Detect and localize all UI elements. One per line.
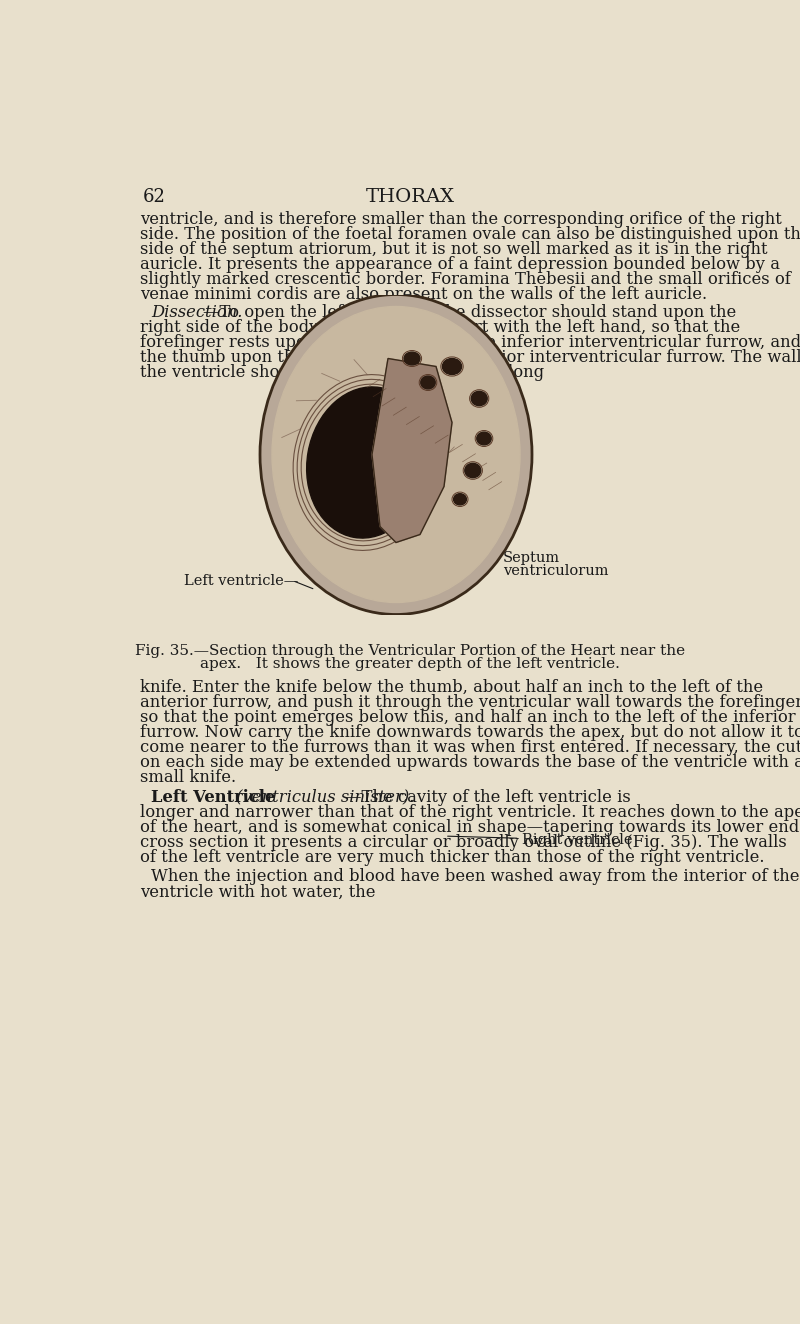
Ellipse shape xyxy=(442,359,462,375)
Text: right side of the body and grasp the heart with the left hand, so that the: right side of the body and grasp the hea… xyxy=(140,319,741,336)
Text: Fig. 35.—Section through the Ventricular Portion of the Heart near the: Fig. 35.—Section through the Ventricular… xyxy=(135,643,685,658)
Text: auricle. It presents the appearance of a faint depression bounded below by a: auricle. It presents the appearance of a… xyxy=(140,257,780,273)
Text: When the injection and blood have been washed away from the interior of the left: When the injection and blood have been w… xyxy=(151,869,800,886)
Text: furrow. Now carry the knife downwards towards the apex, but do not allow it to: furrow. Now carry the knife downwards to… xyxy=(140,724,800,741)
Text: Left ventricle—: Left ventricle— xyxy=(184,575,298,588)
Text: longer and narrower than that of the right ventricle. It reaches down to the ape: longer and narrower than that of the rig… xyxy=(140,804,800,821)
Polygon shape xyxy=(372,359,452,543)
Text: THORAX: THORAX xyxy=(366,188,454,207)
Ellipse shape xyxy=(465,463,481,478)
Text: ventricle, and is therefore smaller than the corresponding orifice of the right: ventricle, and is therefore smaller than… xyxy=(140,212,782,228)
Ellipse shape xyxy=(404,352,420,365)
Text: —The cavity of the left ventricle is: —The cavity of the left ventricle is xyxy=(345,789,630,806)
Text: side. The position of the foetal foramen ovale can also be distinguished upon th: side. The position of the foetal foramen… xyxy=(140,226,800,244)
Text: venae minimi cordis are also present on the walls of the left auricle.: venae minimi cordis are also present on … xyxy=(140,286,707,303)
Ellipse shape xyxy=(260,294,532,614)
Text: Left Ventricle: Left Ventricle xyxy=(151,789,275,806)
Text: Septum: Septum xyxy=(503,551,560,565)
Text: slightly marked crescentic border. Foramina Thebesii and the small orifices of: slightly marked crescentic border. Foram… xyxy=(140,271,791,289)
Text: cross section it presents a circular or broadly oval outline (Fig. 35). The wall: cross section it presents a circular or … xyxy=(140,834,787,851)
Text: come nearer to the furrows than it was when first entered. If necessary, the cut: come nearer to the furrows than it was w… xyxy=(140,739,800,756)
Text: small knife.: small knife. xyxy=(140,769,237,786)
Ellipse shape xyxy=(477,432,491,445)
Text: of the heart, and is somewhat conical in shape—tapering towards its lower end. I: of the heart, and is somewhat conical in… xyxy=(140,818,800,835)
Ellipse shape xyxy=(421,376,435,389)
Ellipse shape xyxy=(272,306,520,602)
Text: so that the point emerges below this, and half an inch to the left of the inferi: so that the point emerges below this, an… xyxy=(140,710,796,726)
Text: the ventricle should then be transfixed by a long: the ventricle should then be transfixed … xyxy=(140,364,545,381)
Text: (ventriculus sinister).: (ventriculus sinister). xyxy=(230,789,414,806)
Ellipse shape xyxy=(306,387,428,538)
Text: Dissection.: Dissection. xyxy=(151,305,242,322)
Text: apex.   It shows the greater depth of the left ventricle.: apex. It shows the greater depth of the … xyxy=(200,658,620,671)
Text: side of the septum atriorum, but it is not so well marked as it is in the right: side of the septum atriorum, but it is n… xyxy=(140,241,768,258)
Text: of the left ventricle are very much thicker than those of the right ventricle.: of the left ventricle are very much thic… xyxy=(140,849,765,866)
Text: ventriculorum: ventriculorum xyxy=(503,564,609,579)
Ellipse shape xyxy=(454,494,466,504)
Text: the thumb upon the upper part of the anterior interventricular furrow. The wall : the thumb upon the upper part of the ant… xyxy=(140,350,800,367)
Text: forefinger rests upon the upper part of the inferior interventricular furrow, an: forefinger rests upon the upper part of … xyxy=(140,335,800,351)
Text: on each side may be extended upwards towards the base of the ventricle with a: on each side may be extended upwards tow… xyxy=(140,755,800,771)
Text: anterior furrow, and push it through the ventricular wall towards the forefinger: anterior furrow, and push it through the… xyxy=(140,694,800,711)
Text: —To open the left ventricle, the dissector should stand upon the: —To open the left ventricle, the dissect… xyxy=(203,305,737,322)
Text: ventricle with hot water, the: ventricle with hot water, the xyxy=(140,883,376,900)
Ellipse shape xyxy=(471,392,487,405)
Text: knife. Enter the knife below the thumb, about half an inch to the left of the: knife. Enter the knife below the thumb, … xyxy=(140,679,763,696)
Text: 62: 62 xyxy=(142,188,166,207)
Text: Right ventricle: Right ventricle xyxy=(448,833,633,847)
